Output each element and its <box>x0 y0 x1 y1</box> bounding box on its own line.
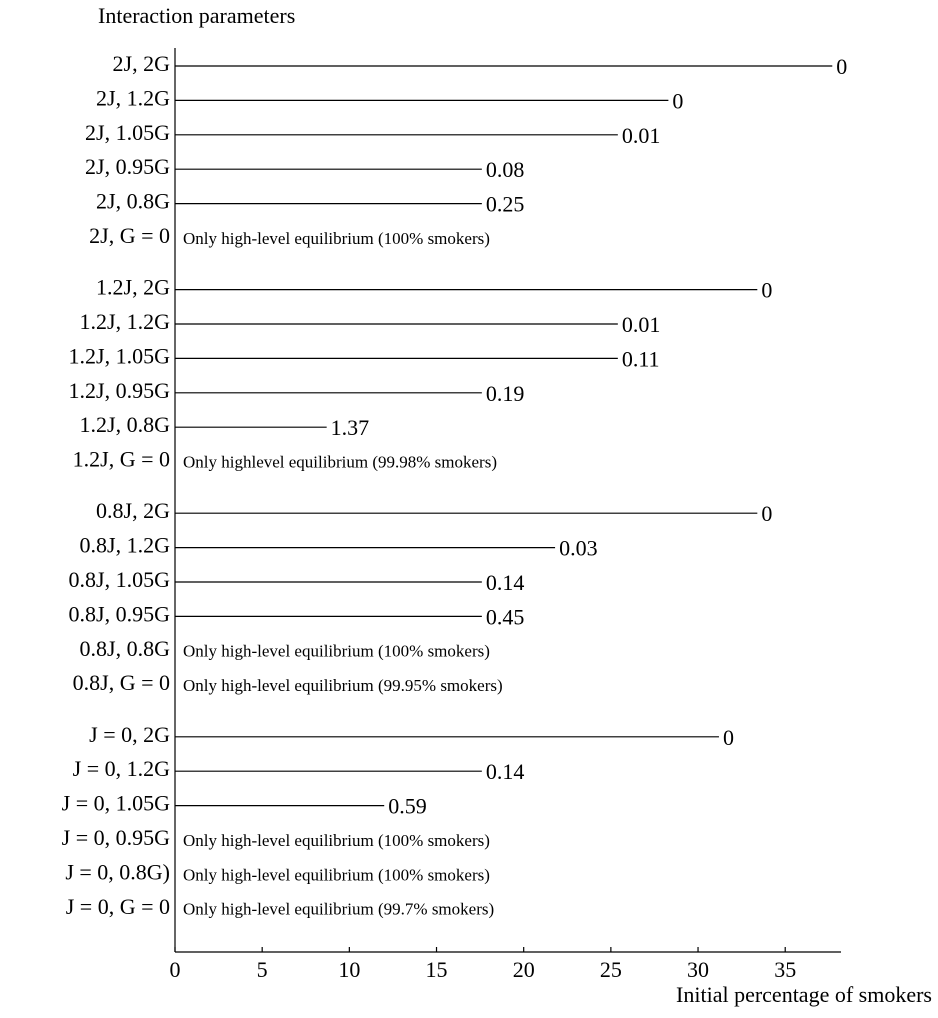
y-tick-label: J = 0, 1.2G <box>73 756 170 781</box>
x-tick-label: 5 <box>257 957 268 982</box>
equilibrium-note: Only high-level equilibrium (100% smoker… <box>183 642 490 661</box>
bar-annotation: 0.59 <box>388 794 427 819</box>
y-tick-label: 2J, 2G <box>113 51 171 76</box>
x-tick-label: 0 <box>170 957 181 982</box>
chart-title: Interaction parameters <box>98 3 295 28</box>
bar-annotation: 0.45 <box>486 604 524 629</box>
equilibrium-note: Only highlevel equilibrium (99.98% smoke… <box>183 453 497 472</box>
bar-annotation: 0.25 <box>486 192 524 217</box>
x-tick-label: 10 <box>338 957 360 982</box>
y-tick-label: 0.8J, 0.8G <box>80 636 171 661</box>
bar-annotation: 0.01 <box>622 123 661 148</box>
bar-annotation: 1.37 <box>331 415 370 440</box>
bar-annotation: 0 <box>672 88 683 113</box>
bar-annotation: 0.11 <box>622 346 660 371</box>
y-tick-label: J = 0, 0.95G <box>62 825 170 850</box>
y-tick-label: 1.2J, 0.95G <box>69 378 171 403</box>
x-tick-label: 30 <box>687 957 709 982</box>
equilibrium-note: Only high-level equilibrium (100% smoker… <box>183 229 490 248</box>
y-tick-label: J = 0, G = 0 <box>66 894 170 919</box>
bar-annotation: 0.01 <box>622 312 661 337</box>
y-tick-label: J = 0, 0.8G) <box>65 859 170 884</box>
bar-annotation: 0 <box>723 725 734 750</box>
x-tick-label: 20 <box>513 957 535 982</box>
equilibrium-note: Only high-level equilibrium (99.95% smok… <box>183 676 503 695</box>
y-tick-label: 0.8J, 0.95G <box>69 601 171 626</box>
y-tick-label: 1.2J, 0.8G <box>80 412 171 437</box>
y-tick-label: 2J, G = 0 <box>89 223 170 248</box>
bar-annotation: 0.14 <box>486 759 524 784</box>
bar-annotation: 0 <box>761 501 772 526</box>
bar-annotation: 0.03 <box>559 536 598 561</box>
y-tick-label: 0.8J, 2G <box>96 498 170 523</box>
y-tick-label: 2J, 1.2G <box>96 85 170 110</box>
y-tick-label: 2J, 1.05G <box>85 120 170 145</box>
bar-annotation: 0 <box>836 54 847 79</box>
y-tick-label: 1.2J, 1.2G <box>80 309 171 334</box>
y-tick-label: 0.8J, G = 0 <box>73 670 170 695</box>
y-tick-label: 2J, 0.8G <box>96 189 170 214</box>
y-tick-label: J = 0, 2G <box>89 722 170 747</box>
equilibrium-note: Only high-level equilibrium (99.7% smoke… <box>183 900 494 919</box>
bar-annotation: 0.19 <box>486 381 524 406</box>
x-tick-label: 15 <box>426 957 448 982</box>
bar-annotation: 0.14 <box>486 570 524 595</box>
y-tick-label: 2J, 0.95G <box>85 154 170 179</box>
x-tick-label: 25 <box>600 957 622 982</box>
equilibrium-note: Only high-level equilibrium (100% smoker… <box>183 831 490 850</box>
y-tick-label: 1.2J, G = 0 <box>73 447 170 472</box>
equilibrium-note: Only high-level equilibrium (100% smoker… <box>183 865 490 884</box>
y-tick-label: 0.8J, 1.2G <box>80 533 171 558</box>
bar-annotation: 0.08 <box>486 157 524 182</box>
y-tick-label: 0.8J, 1.05G <box>69 567 171 592</box>
x-axis-label: Initial percentage of smokers <box>676 982 932 1007</box>
y-tick-label: J = 0, 1.05G <box>62 791 170 816</box>
bar-annotation: 0 <box>761 278 772 303</box>
x-tick-label: 35 <box>774 957 796 982</box>
y-tick-label: 1.2J, 2G <box>96 275 170 300</box>
y-tick-label: 1.2J, 1.05G <box>69 343 171 368</box>
